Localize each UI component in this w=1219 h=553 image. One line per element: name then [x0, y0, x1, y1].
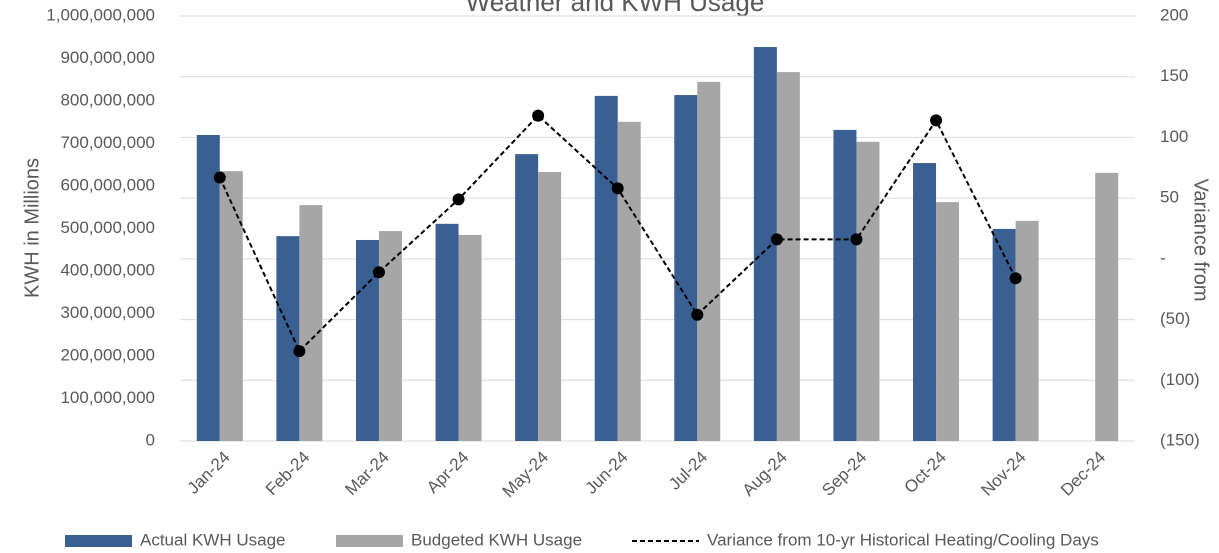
x-tick-label: Feb-24	[262, 448, 314, 500]
y-tick-label: 300,000,000	[60, 303, 155, 322]
bar	[594, 95, 618, 442]
y-tick-label: 900,000,000	[60, 48, 155, 67]
bar	[378, 231, 402, 441]
x-tick-label: Apr-24	[423, 448, 473, 498]
line-marker	[213, 171, 226, 184]
y-tick-label: 100,000,000	[60, 388, 155, 407]
x-tick-label: Mar-24	[341, 448, 393, 500]
bar	[435, 223, 459, 441]
y2-tick-label: -	[1160, 248, 1166, 267]
y-tick-label: 700,000,000	[60, 133, 155, 152]
y2-tick-label: 150	[1160, 66, 1188, 85]
line-marker	[372, 266, 385, 279]
x-tick-label: May-24	[499, 448, 553, 502]
bar	[538, 171, 562, 441]
bar	[299, 205, 323, 441]
bar	[936, 202, 960, 441]
bar	[617, 121, 641, 441]
y2-tick-label: 100	[1160, 127, 1188, 146]
bar	[674, 95, 698, 442]
x-tick-label: Jan-24	[184, 448, 234, 498]
line-marker	[293, 345, 306, 358]
x-tick-label: Dec-24	[1057, 448, 1109, 500]
legend-swatch	[65, 535, 132, 547]
legend-label: Actual KWH Usage	[140, 530, 286, 549]
bar	[458, 234, 482, 441]
bar	[276, 236, 300, 441]
x-tick-label: Nov-24	[977, 448, 1029, 500]
bar	[697, 81, 721, 441]
y2-tick-label: 200	[1160, 5, 1188, 24]
line-marker	[691, 308, 704, 321]
line-marker	[850, 233, 863, 246]
y-axis-label: KWH in Millions	[21, 158, 43, 298]
line-marker	[611, 182, 624, 195]
y2-tick-label: (50)	[1160, 309, 1190, 328]
legend-label: Variance from 10-yr Historical Heating/C…	[707, 530, 1099, 549]
x-tick-label: Jul-24	[665, 448, 711, 494]
x-tick-label: Jun-24	[582, 448, 632, 498]
y-tick-label: 0	[146, 430, 155, 449]
bar	[992, 228, 1016, 441]
bar	[1015, 220, 1039, 441]
line-marker	[1009, 272, 1022, 285]
bar	[856, 141, 880, 442]
chart-title: Weather and KWH Usage	[466, 0, 765, 17]
y2-tick-label: (100)	[1160, 370, 1200, 389]
y-tick-label: 600,000,000	[60, 175, 155, 194]
bar	[776, 72, 800, 441]
y2-tick-label: (150)	[1160, 430, 1200, 449]
y-tick-label: 500,000,000	[60, 218, 155, 237]
bar	[219, 171, 243, 441]
x-tick-label: Oct-24	[901, 448, 951, 498]
y-tick-label: 200,000,000	[60, 345, 155, 364]
bar	[355, 239, 379, 441]
x-tick-label: Sep-24	[818, 448, 870, 500]
bar	[1095, 172, 1119, 441]
y-tick-label: 400,000,000	[60, 260, 155, 279]
line-marker	[452, 193, 465, 206]
y-tick-label: 800,000,000	[60, 90, 155, 109]
line-marker	[532, 109, 545, 122]
bar	[515, 154, 539, 441]
bar	[753, 47, 777, 442]
legend-swatch	[336, 535, 403, 547]
bar	[833, 129, 857, 441]
bar	[196, 135, 220, 441]
line-marker	[770, 233, 783, 246]
y2-axis-label: Variance from	[1190, 178, 1212, 301]
x-tick-label: Aug-24	[739, 448, 791, 500]
line-marker	[930, 114, 943, 127]
y-tick-label: 1,000,000,000	[46, 5, 155, 24]
bar	[913, 163, 937, 442]
y2-tick-label: 50	[1160, 188, 1179, 207]
legend-label: Budgeted KWH Usage	[411, 530, 582, 549]
